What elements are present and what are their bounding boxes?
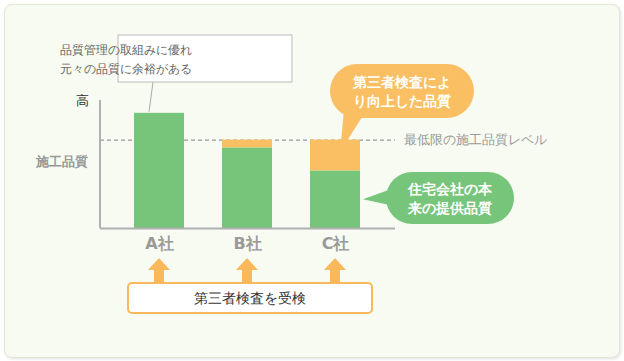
svg-text:高: 高 [76,93,89,108]
svg-text:C社: C社 [322,234,350,253]
svg-text:最低限の施工品質レベル: 最低限の施工品質レベル [404,132,547,147]
svg-text:来の提供品質: 来の提供品質 [407,200,492,216]
svg-text:A社: A社 [145,234,173,253]
svg-text:施工品質: 施工品質 [35,154,88,169]
svg-text:り向上した品質: り向上した品質 [353,93,451,109]
svg-text:B社: B社 [233,234,261,253]
svg-text:第三者検査を受検: 第三者検査を受検 [194,290,306,306]
svg-text:住宅会社の本: 住宅会社の本 [407,181,493,197]
svg-text:元々の品質に余裕がある: 元々の品質に余裕がある [60,62,192,76]
svg-text:第三者検査によ: 第三者検査によ [352,74,451,90]
svg-text:品質管理の取組みに優れ: 品質管理の取組みに優れ [60,43,192,57]
